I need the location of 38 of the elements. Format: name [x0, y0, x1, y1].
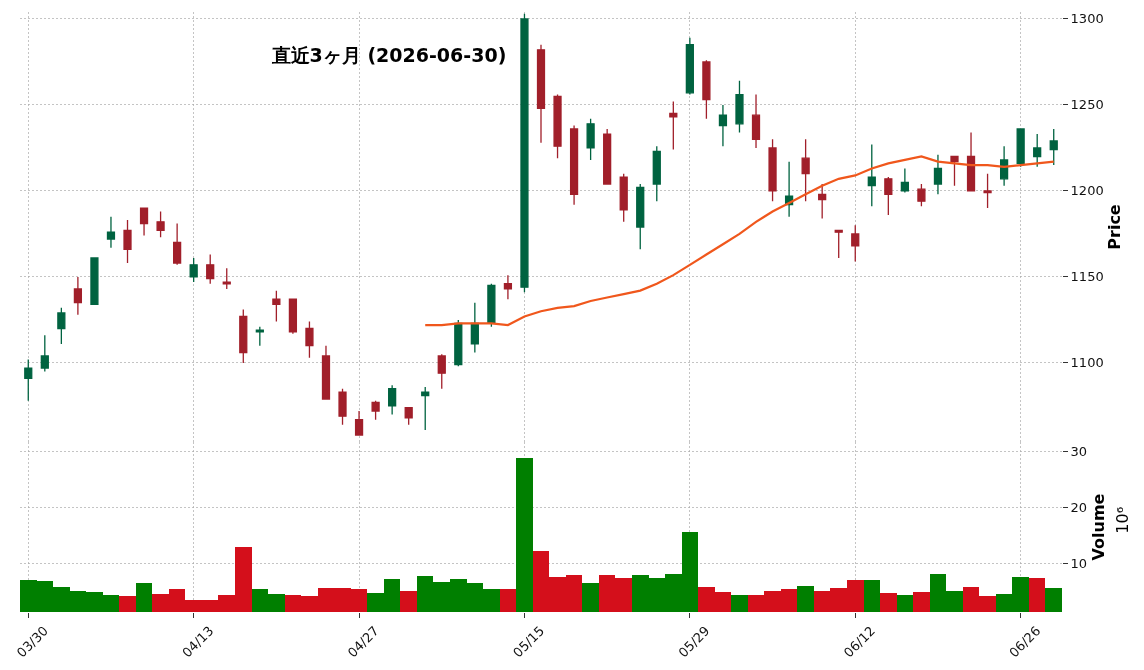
- candlestick: [503, 274, 513, 300]
- candlestick: [206, 253, 215, 285]
- candlestick: [73, 276, 83, 316]
- candlestick: [354, 410, 364, 436]
- candlestick: [106, 216, 116, 249]
- candlestick: [487, 283, 496, 328]
- candlestick: [421, 386, 430, 431]
- y-tick-label: 1300: [1070, 11, 1104, 27]
- candlestick: [454, 319, 463, 367]
- candlestick: [139, 207, 149, 237]
- y-tick-label: 30: [1070, 443, 1088, 459]
- candlestick: [338, 388, 347, 426]
- candlestick: [437, 353, 446, 390]
- y-tick-label: 1150: [1070, 269, 1104, 285]
- candlestick: [24, 358, 33, 402]
- text: 10⁶: [1113, 506, 1133, 534]
- candlestick: [272, 289, 281, 323]
- candlestick: [40, 334, 49, 373]
- candlestick: [371, 400, 380, 421]
- candlestick: [388, 384, 397, 416]
- candlestick: [239, 308, 248, 364]
- candlestick: [305, 320, 314, 359]
- candlestick: [189, 257, 198, 283]
- candlestick: [173, 222, 182, 266]
- y-tick-label: 20: [1070, 499, 1088, 515]
- candlestick: [222, 267, 231, 290]
- y-tick-label: 10: [1070, 556, 1088, 572]
- candlestick: [57, 307, 66, 345]
- y-tick-label: 1100: [1070, 355, 1104, 371]
- candlestick: [404, 406, 413, 426]
- candlestick: [321, 345, 331, 400]
- candlestick: [288, 298, 298, 335]
- candlestick: [255, 326, 264, 347]
- y-axis-title: Volume: [1088, 493, 1108, 561]
- candlestick: [90, 257, 99, 306]
- candlestick: [123, 219, 132, 264]
- candlestick: [156, 210, 165, 238]
- candlestick: [470, 302, 479, 354]
